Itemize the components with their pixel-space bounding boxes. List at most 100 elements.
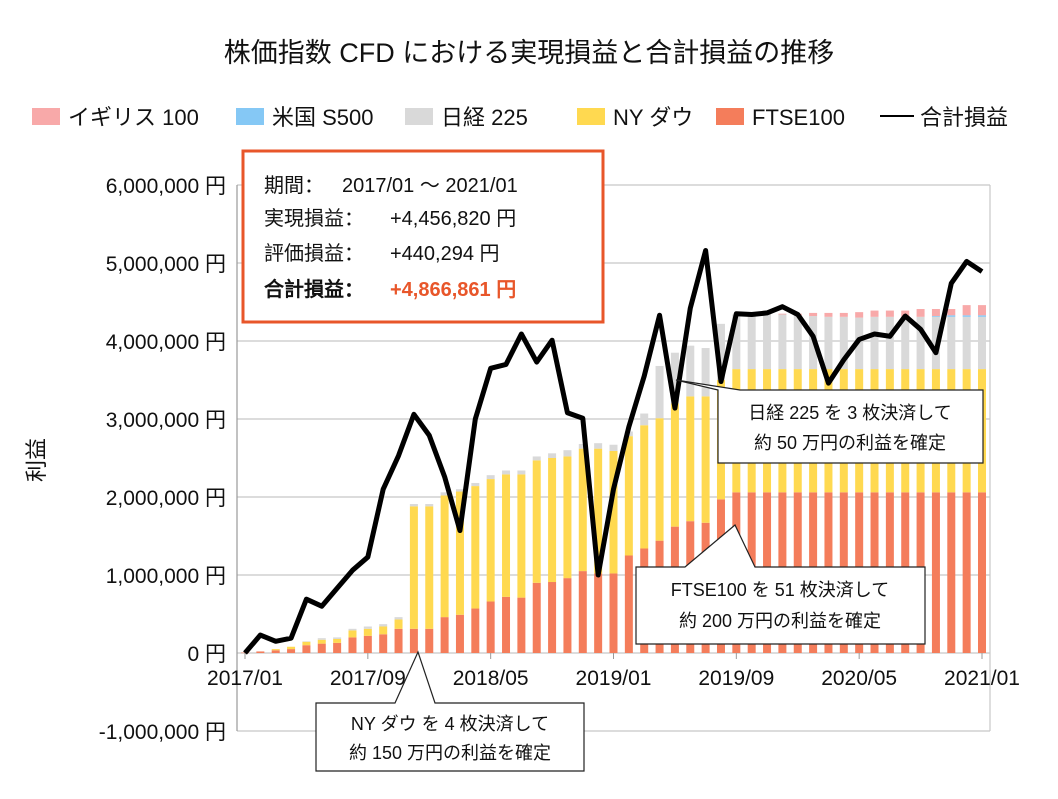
x-tick-label: 2021/01	[944, 667, 1020, 690]
bar-日経-225-2017/10	[379, 624, 387, 626]
bar-日経-225-2020/12	[963, 317, 971, 369]
y-axis-title: 利益	[24, 438, 49, 482]
legend-swatch	[32, 108, 60, 125]
bar-FTSE100-2018/06	[502, 597, 510, 653]
bar-FTSE100-2018/01	[425, 629, 433, 653]
bar-NY-ダウ-2018/02	[441, 495, 449, 617]
bar-FTSE100-2017/05	[302, 645, 310, 653]
legend-label: 日経 225	[441, 105, 528, 130]
bar-FTSE100-2020/10	[932, 492, 940, 653]
bar-NY-ダウ-2018/05	[487, 479, 495, 601]
bar-日経-225-2017/05	[302, 641, 310, 642]
bar-日経-225-2019/06	[686, 346, 694, 397]
summary-box: 期間： 2017/01 ～ 2021/01 実現損益： +4,456,820 円…	[243, 151, 603, 322]
legend-swatch	[405, 108, 433, 125]
bar-NY-ダウ-2018/06	[502, 474, 510, 596]
bar-イギリス-100-2020/10	[932, 309, 940, 316]
unrealized-value: +440,294 円	[390, 243, 500, 265]
bar-日経-225-2018/03	[456, 489, 464, 491]
bar-FTSE100-2021/01	[978, 492, 986, 653]
bar-NY-ダウ-2019/03	[640, 425, 648, 548]
bar-FTSE100-2018/07	[517, 598, 525, 653]
x-tick-label: 2019/01	[576, 667, 652, 690]
legend-label: 合計損益	[920, 105, 1008, 130]
bar-イギリス-100-2020/02	[809, 313, 817, 316]
unrealized-label: 評価損益：	[264, 242, 364, 265]
bar-日経-225-2017/09	[364, 626, 372, 628]
bar-NY-ダウ-2018/04	[471, 486, 479, 608]
chart-title: 株価指数 CFD における実現損益と合計損益の推移	[224, 38, 835, 68]
bar-NY-ダウ-2017/04	[287, 647, 295, 649]
annotation-nikkei-line2: 約 50 万円の利益を確定	[754, 433, 946, 453]
x-tick-label: 2017/01	[207, 667, 283, 690]
bar-NY-ダウ-2019/06	[686, 396, 694, 521]
bar-日経-225-2018/07	[517, 470, 525, 474]
total-value: +4,866,861 円	[390, 279, 516, 301]
bar-イギリス-100-2021/01	[978, 305, 986, 315]
bar-日経-225-2017/08	[348, 629, 356, 631]
bar-FTSE100-2017/08	[348, 637, 356, 653]
bar-日経-225-2019/12	[778, 314, 786, 369]
y-tick-label: 0 円	[187, 643, 226, 666]
legend-label: イギリス 100	[68, 105, 199, 130]
bar-FTSE100-2018/03	[456, 615, 464, 653]
bar-日経-225-2019/04	[656, 366, 664, 418]
annotation-ftse-line1: FTSE100 を 51 枚決済して	[671, 580, 890, 600]
bar-FTSE100-2018/12	[594, 573, 602, 653]
bar-NY-ダウ-2017/11	[395, 619, 403, 628]
bar-FTSE100-2017/02	[256, 651, 264, 653]
bar-FTSE100-2018/11	[579, 571, 587, 653]
bar-米国-S500-2020/10	[932, 316, 940, 317]
bar-日経-225-2018/05	[487, 475, 495, 479]
bar-日経-225-2018/10	[563, 450, 571, 456]
total-label: 合計損益：	[264, 277, 364, 301]
bar-FTSE100-2018/04	[471, 609, 479, 653]
bar-NY-ダウ-2017/10	[379, 626, 387, 634]
legend-label: 米国 S500	[272, 105, 374, 130]
bar-FTSE100-2020/11	[947, 492, 955, 653]
annotation-nydow-line1: NY ダウ を 4 枚決済して	[351, 714, 549, 734]
x-tick-label: 2020/05	[821, 667, 897, 690]
bar-FTSE100-2018/09	[548, 582, 556, 653]
bar-FTSE100-2017/10	[379, 634, 387, 653]
bar-日経-225-2019/03	[640, 414, 648, 426]
bar-イギリス-100-2020/04	[840, 313, 848, 317]
bar-FTSE100-2017/06	[318, 644, 326, 653]
bar-イギリス-100-2020/03	[824, 313, 832, 317]
legend-swatch	[716, 108, 744, 125]
y-tick-label: 3,000,000 円	[106, 409, 226, 432]
bar-日経-225-2018/06	[502, 470, 510, 474]
bar-FTSE100-2017/03	[272, 650, 280, 653]
bar-FTSE100-2020/12	[963, 492, 971, 653]
bar-日経-225-2019/01	[610, 445, 618, 451]
bar-FTSE100-2017/07	[333, 643, 341, 653]
bar-日経-225-2021/01	[978, 317, 986, 369]
bar-米国-S500-2021/01	[978, 315, 986, 317]
bar-NY-ダウ-2019/02	[625, 436, 633, 555]
y-tick-label: 1,000,000 円	[106, 565, 226, 588]
realized-label: 実現損益：	[264, 207, 364, 230]
annotation-nikkei-line1: 日経 225 を 3 枚決済して	[748, 403, 952, 423]
bar-NY-ダウ-2018/07	[517, 474, 525, 597]
bar-NY-ダウ-2017/03	[272, 649, 280, 650]
bar-FTSE100-2017/09	[364, 636, 372, 653]
bar-FTSE100-2017/04	[287, 649, 295, 653]
bar-NY-ダウ-2017/06	[318, 640, 326, 644]
legend-label: FTSE100	[752, 105, 845, 130]
bar-米国-S500-2020/12	[963, 315, 971, 317]
bar-日経-225-2017/06	[318, 638, 326, 640]
period-label: 期間：	[264, 175, 324, 197]
bar-FTSE100-2018/02	[441, 617, 449, 653]
legend-swatch	[236, 108, 264, 125]
bar-日経-225-2018/01	[425, 504, 433, 506]
x-tick-label: 2019/09	[698, 667, 774, 690]
bar-イギリス-100-2020/07	[886, 311, 894, 317]
bar-日経-225-2018/08	[533, 456, 541, 460]
bar-イギリス-100-2020/05	[855, 312, 863, 317]
y-tick-label: -1,000,000 円	[99, 721, 226, 744]
bar-FTSE100-2017/12	[410, 629, 418, 653]
bar-NY-ダウ-2017/09	[364, 629, 372, 636]
bar-日経-225-2020/03	[824, 317, 832, 369]
y-tick-label: 5,000,000 円	[106, 253, 226, 276]
